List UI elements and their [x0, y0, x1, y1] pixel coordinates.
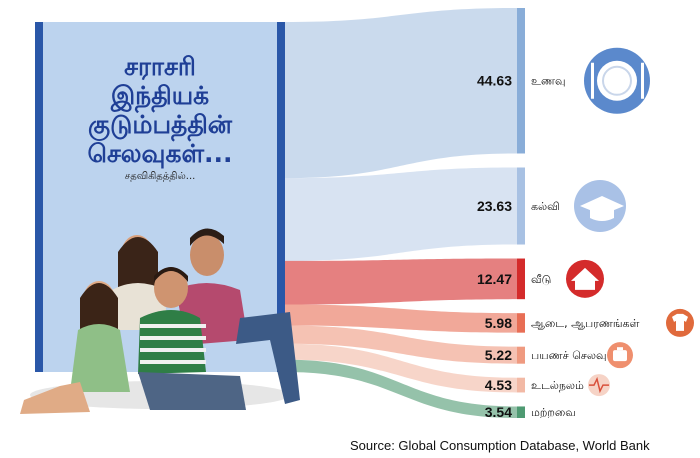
flow-ribbon	[285, 167, 517, 261]
flow-ribbon	[285, 258, 517, 305]
category-label: உடல்நலம்	[531, 379, 584, 392]
graduation-cap-icon	[574, 180, 626, 233]
category-bar	[517, 8, 525, 154]
category-label: வீடு	[531, 273, 551, 286]
value-label: 3.54	[485, 404, 512, 420]
title-line: இந்தியக்	[110, 81, 210, 110]
flow-ribbon	[285, 325, 517, 364]
category-bar	[517, 346, 525, 364]
plate-icon	[584, 47, 650, 114]
value-label: 44.63	[477, 73, 512, 89]
subtitle: சதவிகிதத்தில்...	[124, 171, 196, 182]
title-line: குடும்பத்தின்	[87, 110, 233, 139]
flow-ribbons	[285, 8, 517, 418]
value-label: 5.22	[485, 347, 512, 363]
house-icon	[566, 259, 604, 298]
category-label: மற்றவை	[531, 406, 576, 419]
category-bar	[517, 377, 525, 393]
category-label: பயணச் செலவு	[531, 349, 607, 362]
category-bar	[517, 313, 525, 333]
source-note: Source: Global Consumption Database, Wor…	[350, 438, 650, 453]
title-line: சராசரி	[124, 52, 196, 81]
value-label: 4.53	[485, 377, 512, 393]
category-bar	[517, 167, 525, 245]
category-label: உணவு	[531, 75, 566, 88]
family-photo	[20, 228, 300, 414]
page-title: சராசரி இந்தியக் குடும்பத்தின் செலவுகள்..…	[43, 52, 277, 168]
category-label: ஆடை, ஆபரணங்கள்	[531, 317, 640, 330]
flow-ribbon	[285, 343, 517, 393]
flow-ribbon	[285, 359, 517, 418]
shirt-icon	[666, 308, 694, 337]
value-label: 23.63	[477, 198, 512, 214]
flow-ribbon	[285, 8, 517, 179]
value-label: 12.47	[477, 271, 512, 287]
suitcase-icon	[607, 342, 633, 369]
value-label: 5.98	[485, 315, 512, 331]
category-bar	[517, 406, 525, 418]
title-line: செலவுகள்...	[87, 139, 233, 168]
flow-ribbon	[285, 304, 517, 333]
category-label: கல்வி	[531, 200, 560, 213]
heartbeat-icon	[588, 374, 610, 397]
category-bar	[517, 258, 525, 300]
